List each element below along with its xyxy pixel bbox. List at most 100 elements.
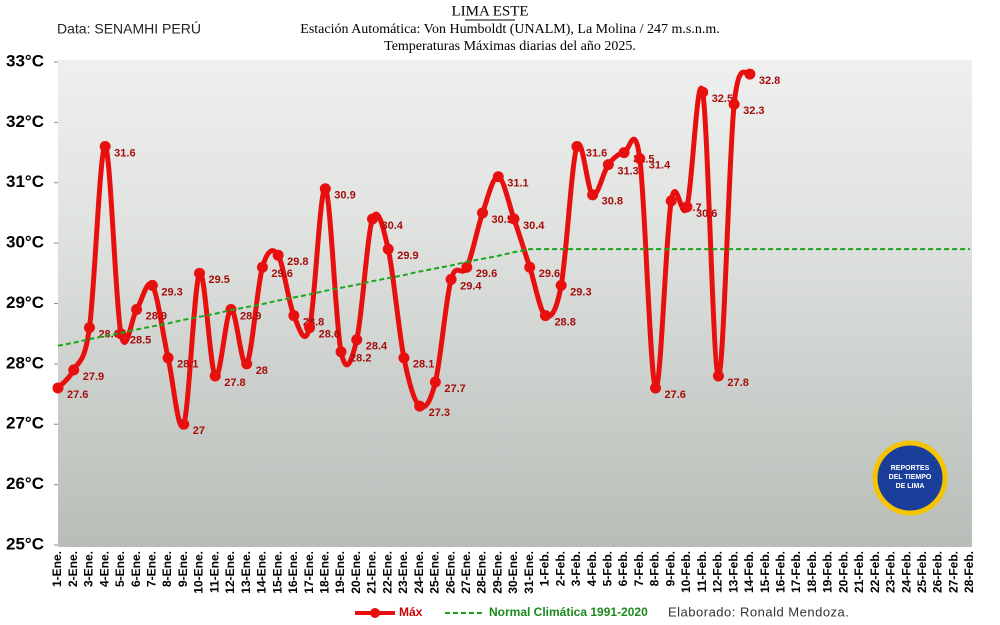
x-tick-label: 2-Feb. [553,551,567,586]
data-label: 28.9 [146,310,167,322]
data-label: 31.3 [617,166,638,178]
point [681,201,693,213]
x-tick-label: 7-Ene. [145,551,159,587]
point [414,400,426,412]
x-tick-label: 12-Feb. [711,551,725,593]
data-label: 29.8 [287,256,308,268]
data-label: 28 [256,365,268,377]
x-tick-label: 21-Feb. [852,551,866,593]
x-tick-label: 5-Ene. [113,551,127,587]
point [618,147,630,159]
x-tick-label: 28-Ene. [475,551,489,594]
data-label: 31.6 [114,147,135,159]
point [209,370,221,382]
x-tick-label: 7-Feb. [632,551,646,586]
subtitle: Temperaturas Máximas diarias del año 202… [384,39,636,54]
x-tick-label: 22-Feb. [868,551,882,593]
data-label: 28.6 [319,329,340,341]
point [665,195,677,207]
data-label: 32.8 [759,75,780,87]
x-tick-label: 29-Ene. [490,551,504,594]
point [429,376,441,388]
credit: Elaborado: Ronald Mendoza. [668,604,849,619]
x-tick-label: 17-Feb. [789,551,803,593]
x-tick-label: 31-Ene. [522,551,536,594]
y-tick-label: 32°C [6,112,44,131]
data-label: 30.5 [492,214,513,226]
point [461,261,473,273]
data-label: 27.8 [727,377,748,389]
x-tick-label: 6-Feb. [616,551,630,586]
data-label: 31.6 [586,147,607,159]
legend-label: Máx [399,605,423,619]
x-tick-label: 16-Feb. [773,551,787,593]
x-tick-label: 9-Ene. [176,551,190,587]
data-label: 27.6 [67,389,88,401]
point [304,322,316,334]
point [744,68,756,80]
x-tick-label: 25-Feb. [915,551,929,593]
subtitle: Estación Automática: Von Humboldt (UNALM… [300,22,719,37]
point [524,261,536,273]
x-tick-label: 27-Ene. [459,551,473,594]
source: Data: SENAMHI PERÚ [57,21,201,37]
x-tick-label: 18-Feb. [805,551,819,593]
point [697,86,709,98]
point [351,334,363,346]
point [194,267,206,279]
point [256,261,268,273]
x-tick-label: 13-Ene. [239,551,253,594]
point [445,273,457,285]
point [52,382,64,394]
data-label: 32.3 [743,105,764,117]
data-label: 29.6 [271,268,292,280]
data-label: 27.8 [224,377,245,389]
point [68,364,80,376]
x-tick-label: 3-Feb. [569,551,583,586]
data-label: 28.1 [413,359,434,371]
point [650,382,662,394]
data-label: 29.6 [476,268,497,280]
point [492,171,504,183]
x-tick-label: 4-Feb. [585,551,599,586]
x-tick-label: 28-Feb. [962,551,976,593]
data-label: 28.2 [350,353,371,365]
y-tick-label: 30°C [6,233,44,252]
data-label: 29.3 [161,286,182,298]
x-tick-label: 11-Ene. [207,551,221,593]
x-tick-label: 19-Feb. [821,551,835,593]
logo-text: REPORTES [891,465,930,472]
data-label: 30.4 [381,220,403,232]
data-label: 32.5 [712,93,733,105]
x-tick-label: 24-Feb. [899,551,913,593]
point [162,352,174,364]
point [178,418,190,430]
chart-title: LIMA ESTE [451,3,528,19]
logo-text: DEL TIEMPO [889,474,932,481]
data-label: 27.9 [83,371,104,383]
x-tick-label: 21-Ene. [365,551,379,594]
y-tick-label: 25°C [6,534,44,553]
x-tick-label: 14-Ene. [255,551,269,594]
x-tick-label: 20-Feb. [836,551,850,593]
legend-label: Normal Climática 1991-2020 [489,605,648,619]
point [508,213,520,225]
x-tick-label: 10-Ene. [192,551,206,594]
data-label: 28.8 [554,316,575,328]
x-tick-label: 10-Feb. [679,551,693,593]
x-tick-label: 27-Feb. [946,551,960,593]
point [335,346,347,358]
x-tick-label: 30-Ene. [506,551,520,594]
data-label: 27.6 [665,389,686,401]
x-tick-label: 9-Feb. [663,551,677,586]
logo-text: DE LIMA [896,483,925,490]
data-label: 30.9 [334,190,355,202]
x-tick-label: 14-Feb. [742,551,756,593]
point [131,304,143,316]
series-line [56,69,753,429]
x-tick-label: 26-Ene. [443,551,457,594]
x-tick-label: 17-Ene. [302,551,316,594]
x-tick-label: 6-Ene. [129,551,143,587]
data-label: 30.6 [696,208,717,220]
